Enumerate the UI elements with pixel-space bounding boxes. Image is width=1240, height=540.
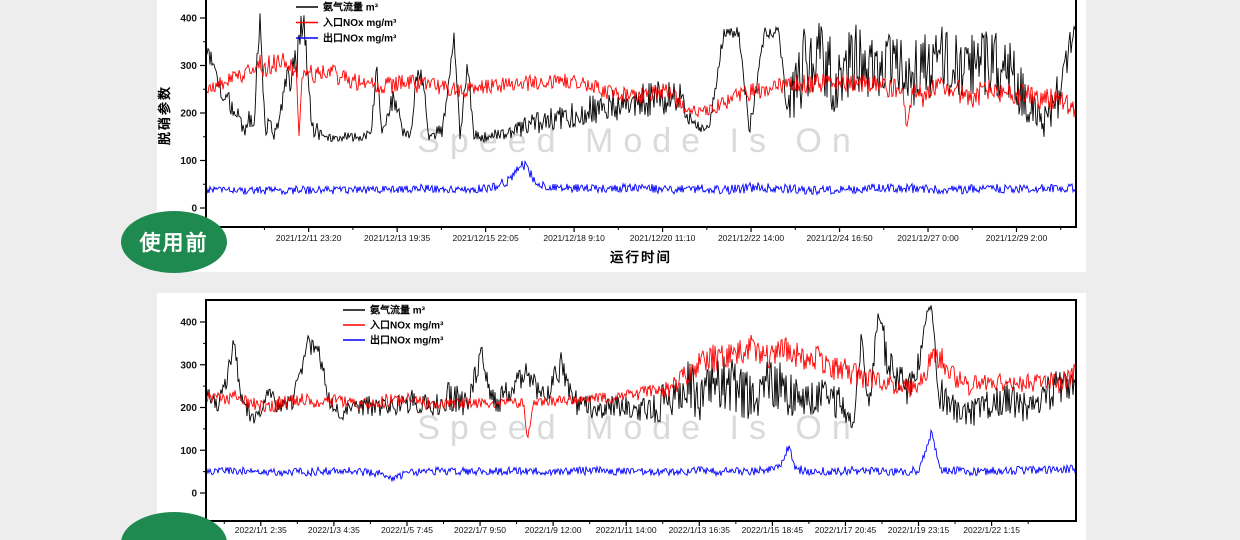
legend-label: 氨气流量 m³	[323, 1, 379, 14]
x-tick-label: 2021/12/13 19:35	[364, 233, 430, 243]
x-tick-label: 2022/1/1 2:35	[235, 525, 287, 535]
y-tick-label: 0	[191, 204, 197, 215]
x-tick-label: 2022/1/7 9:50	[454, 525, 506, 535]
y-tick-label: 100	[180, 446, 197, 457]
x-tick-label: 2022/1/17 20:45	[815, 525, 877, 535]
line-chart-before: Speed Mode Is On 0 100 200 300 400 2021/12/11 …	[157, 0, 1077, 265]
watermark-text: Speed Mode Is On	[417, 122, 861, 160]
legend-label: 入口NOx mg/m³	[323, 17, 397, 29]
x-tick-label: 2021/12/18 9:10	[543, 233, 605, 243]
legend-label: 出口NOx mg/m³	[370, 334, 444, 347]
line-chart-after: Speed Mode Is On 0 100 200 300 400 2022/1/1 2:…	[180, 299, 1077, 535]
x-tick-label: 2022/1/15 18:45	[742, 525, 804, 535]
series-line-0	[205, 13, 1077, 144]
x-tick-label: 2021/12/22 14:00	[718, 233, 784, 243]
y-axis-title: 脱硝参数	[157, 85, 172, 145]
x-tick-label: 2021/12/20 11:10	[630, 233, 696, 243]
series-line-1	[205, 334, 1077, 439]
x-tick-label: 2021/12/15 22:05	[453, 233, 519, 243]
y-tick-label: 300	[180, 360, 197, 371]
y-tick-label: 300	[180, 61, 197, 72]
y-tick-label: 400	[180, 318, 197, 329]
legend-label: 出口NOx mg/m³	[323, 32, 397, 45]
y-tick-label: 400	[180, 14, 197, 25]
x-tick-label: 2022/1/13 16:35	[669, 525, 731, 535]
x-tick-label: 2021/12/24 16:50	[806, 233, 872, 243]
series-line-2	[205, 159, 1077, 196]
x-tick-label: 2021/12/29 2:00	[986, 233, 1048, 243]
x-tick-label: 2022/1/22 1:15	[963, 525, 1020, 535]
x-tick-label: 2021/12/11 23:20	[276, 233, 342, 243]
x-tick-label: 2022/1/11 14:00	[596, 525, 657, 535]
chart-panel-before: Speed Mode Is On 0 100 200 300 400 2021/12/11 …	[157, 0, 1086, 272]
x-tick-label: 2022/1/9 12:00	[525, 525, 582, 535]
x-tick-label: 2021/12/27 0:00	[897, 233, 959, 243]
series-line-0	[205, 305, 1077, 429]
x-tick-label: 2022/1/19 23:15	[888, 525, 950, 535]
series-line-1	[205, 52, 1077, 137]
watermark-text: Speed Mode Is On	[417, 409, 861, 447]
y-tick-label: 100	[180, 156, 197, 167]
x-tick-label: 2022/1/5 7:45	[381, 525, 433, 535]
badge-before-use-label: 使用前	[139, 232, 209, 255]
badge-before-use: 使用前	[121, 211, 227, 273]
legend-label: 入口NOx mg/m³	[370, 320, 444, 332]
x-axis-title: 运行时间	[610, 249, 672, 265]
y-tick-label: 0	[191, 489, 197, 500]
series-line-2	[205, 428, 1077, 483]
legend-label: 氨气流量 m³	[370, 304, 426, 317]
y-tick-label: 200	[180, 109, 197, 120]
y-tick-label: 200	[180, 403, 197, 414]
chart-panel-after: Speed Mode Is On 0 100 200 300 400 2022/1/1 2:…	[157, 293, 1086, 540]
x-tick-label: 2022/1/3 4:35	[308, 525, 360, 535]
